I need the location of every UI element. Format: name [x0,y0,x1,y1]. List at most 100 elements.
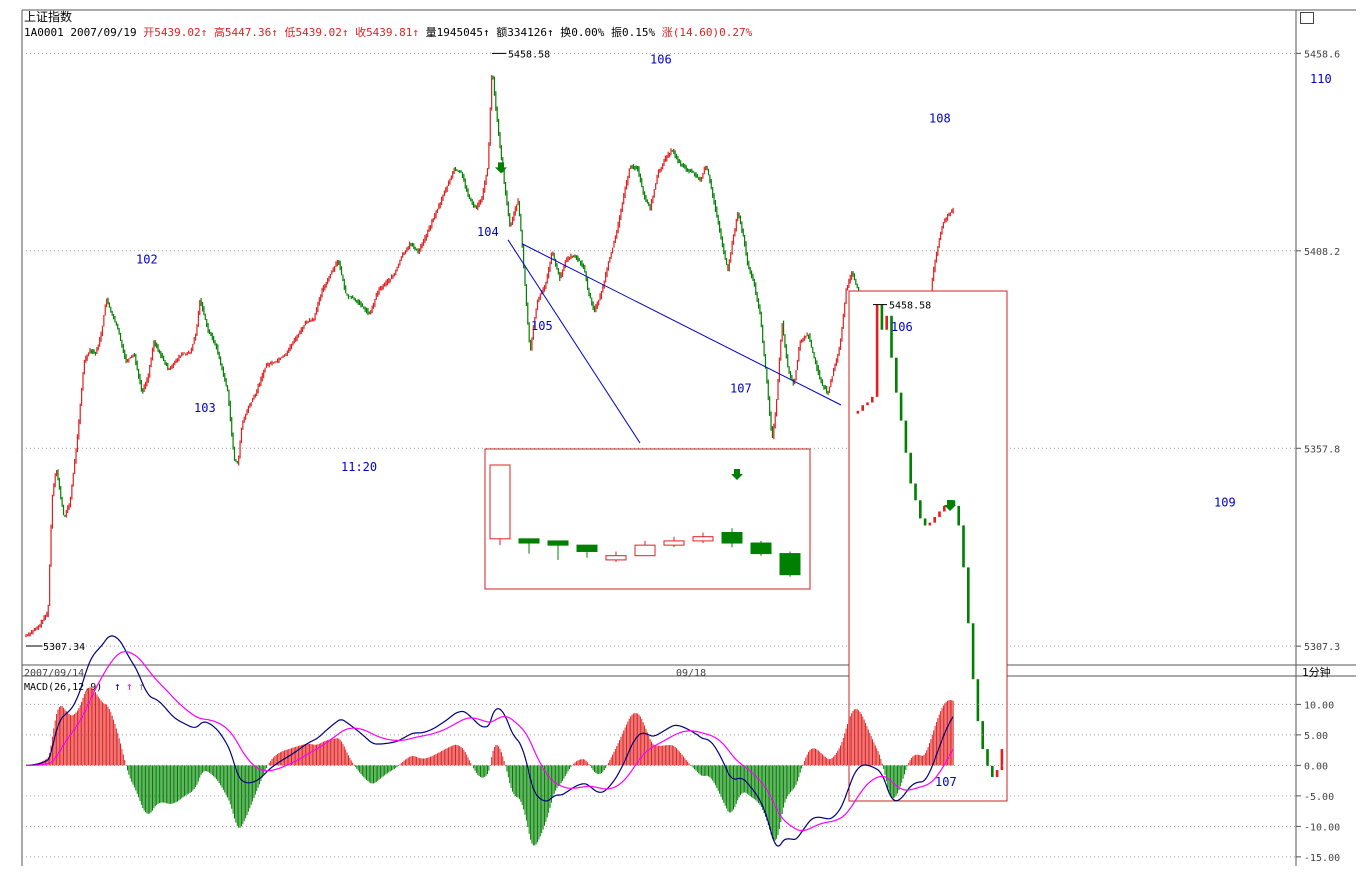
quote-turn-label: 换 [560,26,572,39]
inset-a-candle [489,464,511,540]
inset-b-frame [848,290,1008,802]
inset-b-label-107: 107 [935,775,957,789]
wave-label: 107 [730,382,752,396]
macd-tick-label: 0.00 [1304,761,1328,772]
inset-b-candle [914,483,917,501]
inset-b-candle [885,315,888,330]
macd-tick-label: -10.00 [1304,822,1340,833]
inset-b-candle [1000,749,1004,771]
quote-high: 5447.36 [224,26,272,39]
macd-legend-arrow: ↑ [114,680,121,693]
inset-b-candle [962,525,965,568]
inset-b-signal-arrow-icon [944,500,956,511]
index-title: 上证指数 [24,10,73,24]
inset-b-candle [880,304,884,330]
price-tick-label: 5357.8 [1304,444,1340,455]
inset-b-candle [871,396,874,403]
macd-tick-label: -15.00 [1304,853,1340,864]
inset-a-candle [576,544,598,552]
inset-b-candle [895,357,898,393]
quote-turn: 0.00% [571,26,605,39]
macd-title: MACD(26,12,9) [24,682,102,693]
wave-label: 104 [477,225,499,239]
quote-amt: 334126 [507,26,548,39]
quote-vol: 1945045 [436,26,484,39]
macd-legend-arrow: ↑ [126,680,133,693]
quote-low-label: 低 [284,26,296,39]
quote-amp: 0.15% [622,26,656,39]
wave-label: 11:20 [341,460,377,474]
inset-a-candle [663,540,685,546]
quote-close-arrow: ↑ [412,26,420,39]
quote-low-arrow: ↑ [341,26,349,39]
quote-amt-arrow: ↑ [547,26,554,39]
inset-b-candle [933,517,936,523]
inset-b-candle [904,420,908,453]
price-tick-label: 5458.6 [1304,49,1340,60]
inset-a-candle [721,531,743,544]
inset-a-candle [547,540,569,546]
inset-b-candle [991,765,994,778]
quote-code: 1A0001 [24,26,64,39]
wave-label: 106 [650,53,672,67]
time-label-start: 2007/09/14 [24,668,84,679]
quote-open: 5439.02 [154,26,201,39]
inset-b-candle [890,315,893,358]
quote-close: 5439.81 [366,26,413,39]
inset-b-candle [856,410,860,414]
macd-dif-line [25,635,954,847]
quote-high-label: 高 [213,26,225,39]
min-price-label: 5307.34 [43,642,85,653]
macd-axis: 10.00 5.00 0.00 -5.00 -10.00 -15.00 [22,700,1340,864]
wave-label: 109 [1214,495,1236,509]
price-tick-label: 5307.3 [1304,642,1340,653]
inset-a-candle [605,555,627,561]
period-label: 1分钟 [1302,665,1331,679]
quote-open-label: 开 [143,26,155,39]
quote-date: 2007/09/19 [70,26,137,39]
inset-b-candle [938,511,941,518]
inset-a-candle [750,542,772,555]
inset-b-candle [923,518,927,526]
time-label-mid: 09/18 [676,668,706,679]
inset-b-candle [957,505,960,526]
inset-a-candle [779,553,801,576]
quote-amp-label: 振 [611,26,623,39]
macd-dea-line [26,651,954,832]
macd-tick-label: 5.00 [1304,731,1328,742]
inset-b-max-label: 5458.58 [889,301,931,312]
inset-a-frame [484,448,811,590]
quote-amt-label: 额 [496,26,508,39]
window-restore-icon[interactable] [1300,12,1314,24]
inset-b-candle [861,405,864,411]
inset-b-candle [899,392,903,421]
quote-chg-label: 涨 [661,26,673,39]
inset-b-candle [952,500,956,506]
quote-vol-label: 量 [425,26,437,39]
macd-tick-label: 10.00 [1304,700,1334,711]
inset-b-candle [943,505,946,512]
inset-a-candle [692,536,714,542]
macd-tick-label: -5.00 [1304,792,1334,803]
inset-b-candle [866,402,869,406]
max-price-label: 5458.58 [508,49,550,60]
inset-b-connector [521,243,842,406]
inset-b-candle [971,623,975,680]
quote-high-arrow: ↑ [271,26,278,39]
inset-b-label-106: 106 [891,320,913,334]
wave-label: 105 [531,319,553,333]
inset-a-connector [507,239,641,444]
inset-b-candle [976,679,980,722]
wave-label: 103 [194,401,216,415]
inset-b-candle [928,522,932,526]
quote-open-arrow: ↑ [200,26,208,39]
quote-chg: (14.60)0.27% [672,26,753,39]
signal-arrow-icon [495,162,507,174]
inset-b-candle [909,452,912,484]
inset-a-candle [518,538,540,544]
wave-labels: 102 103 11:20 104 105 106 107 108 109 110 [136,53,1332,510]
inset-b-candle [875,304,879,397]
inset-b-candle [995,770,999,778]
